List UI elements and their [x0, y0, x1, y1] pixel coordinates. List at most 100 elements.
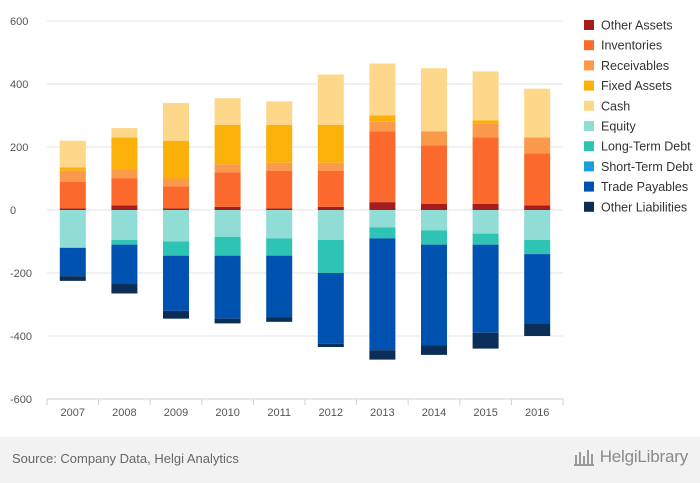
bar-segment-inventories [111, 178, 138, 206]
legend-swatch [584, 201, 594, 212]
bar-segment-fixed-assets [59, 167, 86, 171]
bar-segment-trade-payables [317, 273, 344, 344]
bar-segment-inventories [214, 172, 241, 207]
bar-segment-equity [421, 210, 447, 231]
bar-segment-trade-payables [369, 238, 396, 351]
bar-segment-long-term-debt [472, 233, 499, 245]
bar-segment-inventories [421, 145, 447, 204]
source-note: Source: Company Data, Helgi Analytics [12, 451, 239, 466]
bar-segment-equity [111, 210, 138, 240]
bar-segment-cash [317, 74, 344, 125]
bar-segment-inventories [317, 170, 344, 207]
bar-segment-other-assets [111, 205, 138, 210]
bar-segment-other-liabilities [163, 310, 189, 319]
legend-label: Short-Term Debt [601, 160, 693, 174]
bar-segment-trade-payables [111, 244, 138, 285]
bar-segment-other-assets [421, 203, 447, 210]
bar-segment-inventories [524, 153, 551, 206]
bar-segment-fixed-assets [214, 124, 241, 165]
bar-segment-fixed-assets [266, 124, 293, 163]
bar-segment-other-assets [266, 208, 293, 210]
bar-segment-trade-payables [421, 244, 447, 346]
legend-swatch [584, 80, 594, 91]
bar-segment-inventories [59, 181, 86, 209]
x-tick-label: 2015 [473, 407, 497, 419]
bar-segment-cash [524, 88, 551, 138]
bar-segment-long-term-debt [111, 239, 138, 245]
library-icon [573, 450, 594, 466]
legend-swatch [584, 100, 594, 111]
x-tick-label: 2008 [112, 407, 136, 419]
bar-segment-long-term-debt [266, 238, 293, 256]
y-tick-label: -600 [10, 394, 32, 406]
bar-segment-equity [472, 210, 499, 234]
bar-segment-other-liabilities [214, 318, 241, 324]
bar-segment-receivables [317, 162, 344, 171]
legend-label: Long-Term Debt [601, 140, 691, 154]
x-tick-label: 2010 [215, 407, 239, 419]
x-tick-label: 2011 [267, 407, 291, 419]
legend-label: Other Assets [601, 19, 673, 33]
y-tick-label: 200 [10, 142, 28, 154]
bar-segment-inventories [266, 170, 293, 209]
legend-swatch [584, 181, 594, 192]
bar-segment-equity [266, 210, 293, 239]
x-tick-label: 2007 [61, 407, 85, 419]
bar-segment-inventories [369, 131, 396, 203]
bar-segment-other-assets [524, 205, 551, 210]
bar-segment-cash [472, 71, 499, 121]
bar-segment-other-liabilities [317, 343, 344, 348]
bar-segment-fixed-assets [369, 115, 396, 122]
bar-segment-receivables [266, 162, 293, 171]
logo-text: HelgiLibrary [599, 447, 689, 466]
legend-swatch [584, 121, 594, 131]
bar-segment-trade-payables [524, 254, 551, 324]
bar-segment-trade-payables [472, 244, 499, 333]
bar-segment-long-term-debt [421, 230, 447, 245]
legend-swatch [584, 40, 594, 51]
bar-segment-cash [163, 102, 189, 141]
legend-swatch [584, 141, 594, 152]
legend-swatch [584, 161, 594, 172]
legend-label: Fixed Assets [601, 79, 672, 93]
bar-segment-cash [266, 101, 293, 125]
bar-segment-cash [369, 63, 396, 116]
bar-segment-long-term-debt [163, 241, 189, 256]
bar-segment-long-term-debt [524, 239, 551, 255]
bar-segment-receivables [421, 131, 447, 146]
bar-segment-other-assets [214, 206, 241, 210]
bar-segment-fixed-assets [163, 140, 189, 179]
bar-segment-long-term-debt [317, 239, 344, 273]
legend-label: Receivables [601, 59, 669, 73]
stacked-bar-chart: 600 400 200 0 -200 -400 -600 2007 2008 2009 2010 20… [10, 16, 693, 419]
y-tick-label: 0 [10, 205, 16, 217]
legend-label: Equity [601, 120, 636, 134]
y-tick-label: 400 [10, 79, 28, 91]
y-tick-label: 600 [10, 16, 28, 28]
bar-segment-other-liabilities [369, 350, 396, 360]
bar-segment-other-liabilities [111, 284, 138, 294]
legend-swatch [584, 60, 594, 71]
x-tick-label: 2012 [319, 407, 343, 419]
x-tick-label: 2013 [370, 407, 394, 419]
bar-segment-long-term-debt [214, 236, 241, 256]
y-tick-label: -400 [10, 331, 32, 343]
bar-segment-receivables [369, 121, 396, 132]
legend-label: Cash [601, 99, 630, 113]
bar-segment-cash [214, 98, 241, 125]
bar-segment-other-assets [163, 208, 189, 210]
x-tick-label: 2009 [164, 407, 188, 419]
bar-segment-long-term-debt [369, 227, 396, 239]
bar-segment-cash [59, 140, 86, 168]
legend-swatch [584, 20, 594, 30]
bar-segment-inventories [472, 137, 499, 204]
x-tick-label: 2014 [422, 407, 446, 419]
bar-segment-receivables [214, 164, 241, 173]
bar-segment-cash [421, 68, 447, 132]
bar-segment-other-liabilities [472, 332, 499, 349]
bar-segment-trade-payables [59, 247, 86, 277]
bar-segment-equity [317, 210, 344, 240]
bar-segment-other-assets [369, 202, 396, 210]
y-tick-label: -200 [10, 268, 32, 280]
bar-segment-receivables [472, 123, 499, 138]
